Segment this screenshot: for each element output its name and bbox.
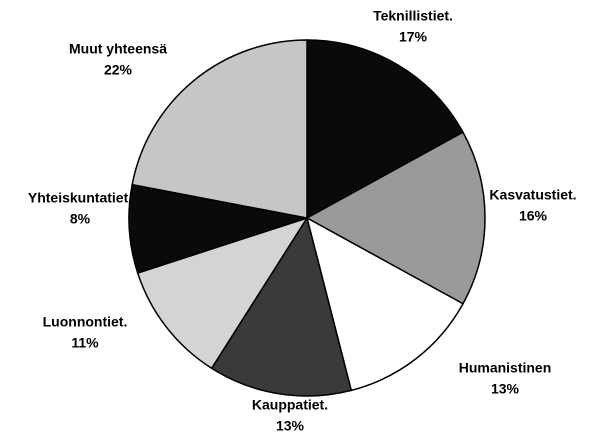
pie-slice	[305, 131, 486, 305]
pie-slice	[131, 39, 308, 219]
pie-slice	[306, 39, 465, 220]
slice-value-label: 8%	[70, 211, 91, 227]
pie-slice	[128, 183, 308, 274]
slice-label: Luonnontiet.	[43, 314, 128, 330]
slice-value-label: 17%	[399, 29, 428, 45]
slice-value-label: 22%	[104, 62, 133, 78]
slice-label: Kauppatiet.	[252, 397, 328, 413]
slice-label: Kasvatustiet.	[489, 187, 576, 203]
slice-value-label: 11%	[71, 335, 99, 351]
pie-slice	[305, 216, 465, 392]
slice-label: Teknillistiet.	[373, 8, 453, 24]
pie-slice	[210, 216, 353, 397]
slice-value-label: 16%	[519, 208, 548, 224]
pie-slice	[136, 216, 309, 370]
slice-label: Humanistinen	[459, 360, 552, 376]
slice-value-label: 13%	[276, 418, 305, 433]
slice-value-label: 13%	[491, 381, 520, 397]
slice-label: Muut yhteensä	[69, 41, 167, 57]
slice-label: Yhteiskuntatiet.	[28, 190, 132, 206]
